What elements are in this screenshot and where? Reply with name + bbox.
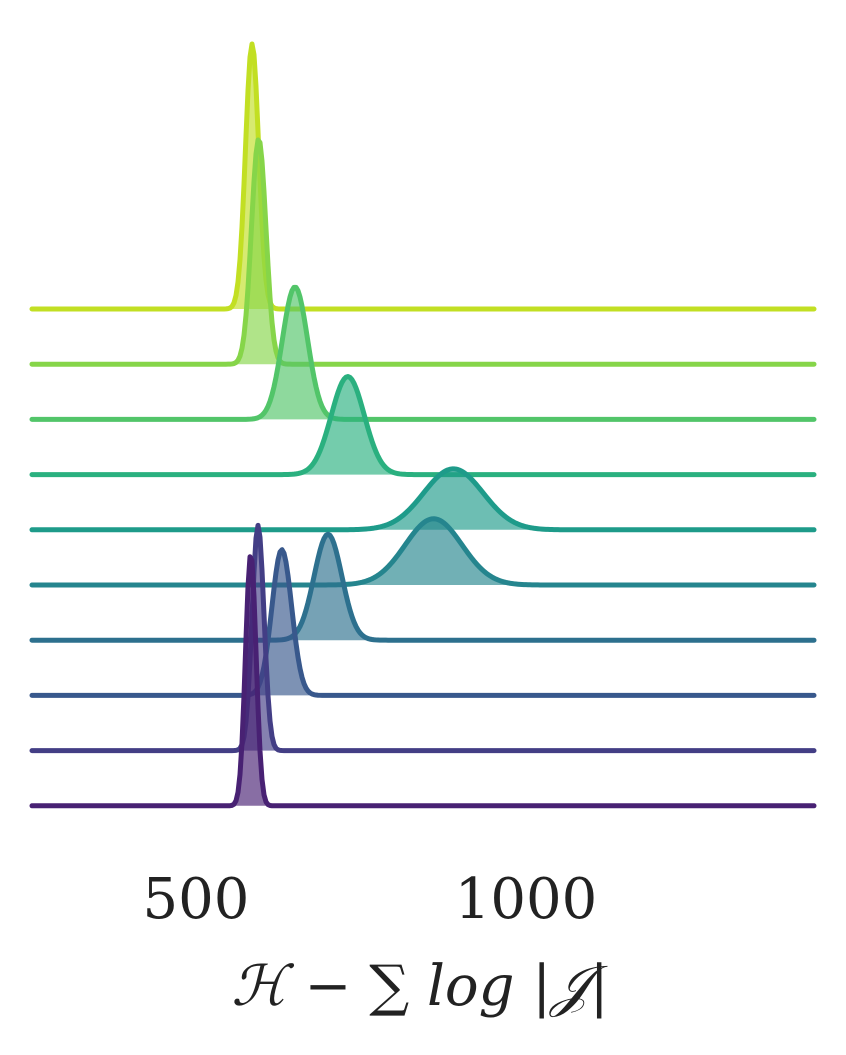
ridge-fill-4: [32, 376, 814, 475]
ridge-fill-10: [32, 556, 814, 806]
ridges-group: [29, 41, 817, 809]
ridge-line-9: [29, 522, 817, 754]
ridge-line-10: [29, 554, 817, 809]
ridge-line-2: [29, 137, 817, 367]
ridge-line-7: [29, 531, 817, 643]
ridge-fill-6: [32, 518, 814, 585]
ridge-line-3: [29, 284, 817, 422]
ridge-fill-5: [32, 468, 814, 530]
x-tick-label-500: 500: [143, 867, 250, 932]
ridge-fill-2: [32, 139, 814, 365]
x-axis-label: ℋ − ∑ log |𝒥|: [231, 954, 608, 1019]
ridge-fill-1: [32, 44, 814, 309]
ridge-line-5: [29, 466, 817, 533]
x-tick-label-1000: 1000: [455, 867, 598, 932]
ridge-line-1: [29, 41, 817, 312]
ridge-line-6: [29, 516, 817, 588]
ridge-line-8: [29, 547, 817, 698]
ridge-line-4: [29, 374, 817, 478]
